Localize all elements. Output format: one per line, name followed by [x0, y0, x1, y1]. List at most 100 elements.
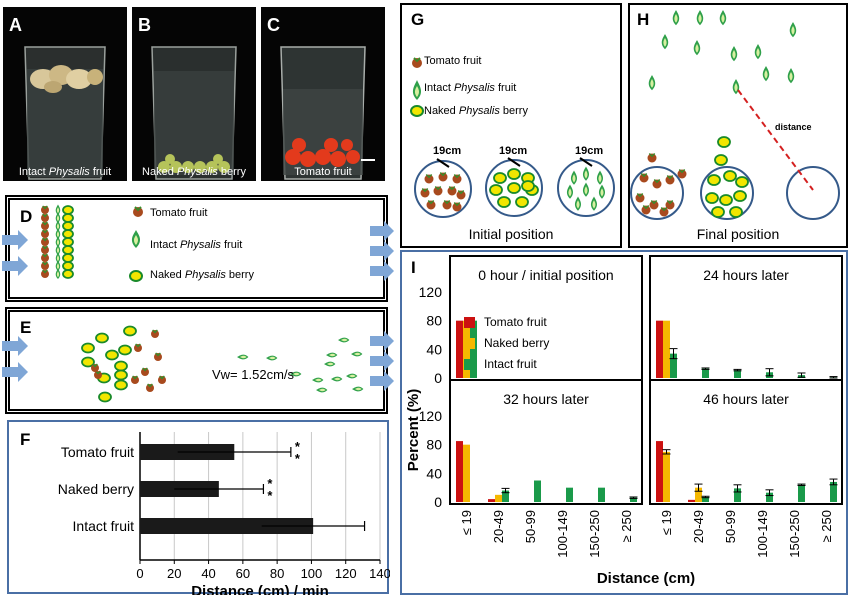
bar — [495, 494, 502, 502]
panel-h-caption: Final position — [696, 226, 780, 242]
naked-berry-icon — [118, 344, 132, 356]
panel-h-illustration — [630, 10, 840, 220]
bar — [456, 441, 463, 502]
caption-c: Tomato fruit — [294, 166, 352, 178]
bar — [656, 320, 663, 378]
tomato-icon — [41, 261, 49, 270]
naked-berry-icon — [521, 180, 535, 192]
panel-g-frame — [400, 3, 622, 248]
scale-bar — [436, 158, 450, 168]
bar — [488, 499, 495, 502]
subplot-title: 32 hours later — [503, 391, 589, 407]
category-label: Intact fruit — [73, 518, 135, 534]
x-tick-label: 50-99 — [523, 510, 538, 543]
subplot-frame — [649, 379, 843, 505]
panel-d-legend-intact: Intact Physalis fruit — [150, 239, 243, 251]
bar — [688, 499, 695, 502]
tomato-icon — [649, 199, 659, 210]
flow-arrows-left — [2, 230, 28, 276]
intact-fruit-icon — [55, 212, 61, 223]
scale-label-3: 19cm — [575, 145, 604, 157]
intact-fruit-icon — [55, 252, 61, 263]
tomato-icon — [41, 253, 49, 262]
tomato-icon — [154, 352, 162, 361]
intact-fruit-icon — [55, 228, 61, 239]
panel-d-illustration — [2, 204, 394, 282]
intact-fruit-icon — [789, 22, 797, 38]
initial-position-circle — [485, 159, 543, 217]
legend-label: Intact fruit — [484, 357, 537, 371]
tomato-icon — [41, 269, 49, 278]
tomato-icon — [91, 363, 99, 372]
naked-berry-icon — [489, 184, 503, 196]
panel-letter-g: G — [411, 10, 425, 29]
tomato-icon — [677, 168, 687, 179]
bar — [534, 480, 541, 502]
significance-mark: * — [267, 488, 273, 503]
x-tick-label: 100-149 — [555, 510, 570, 558]
bar — [598, 487, 605, 502]
intact-fruit-icon — [566, 184, 574, 199]
intact-fruit-icon — [590, 196, 598, 211]
tomato-icon — [456, 189, 466, 200]
naked-berry-icon — [62, 237, 74, 247]
panel-h-frame — [628, 3, 848, 248]
water-velocity-label: Vw= 1.52cm/s — [212, 367, 295, 382]
bar — [463, 320, 470, 378]
naked-berry-icon — [62, 221, 74, 231]
intact-fruit-icon — [345, 373, 358, 379]
x-tick-label: 20 — [167, 566, 181, 581]
scale-label-1: 19cm — [433, 145, 462, 157]
bar — [766, 492, 773, 502]
bar — [456, 320, 463, 378]
distance-line — [737, 89, 814, 191]
panel-letter-i: I — [411, 258, 416, 277]
intact-fruit-icon — [315, 387, 328, 393]
intact-fruit-icon — [696, 10, 704, 26]
panel-d-legend-naked: Naked Physalis berry — [150, 269, 254, 281]
tomato-icon — [433, 185, 443, 196]
intact-fruit-icon — [730, 46, 738, 62]
final-circle-berry — [700, 166, 754, 220]
chart-i-percent: 0 hour / initial position 0 40 80 120 Tomato … — [405, 255, 843, 587]
flow-arrows-right — [370, 221, 394, 281]
intact-fruit-icon — [337, 337, 350, 343]
naked-berry-icon — [723, 170, 737, 182]
tomato-icon — [41, 245, 49, 254]
panel-letter-c: C — [267, 15, 280, 35]
bar — [663, 320, 670, 378]
distance-label: distance — [775, 122, 812, 132]
intact-fruit-icon — [582, 166, 590, 181]
panel-letter-h: H — [637, 10, 650, 29]
y-tick-label: 0 — [434, 370, 442, 386]
panel-letter-b: B — [138, 15, 151, 35]
naked-berry-icon — [95, 332, 109, 344]
naked-berry-icon — [705, 192, 719, 204]
subplot-frame — [449, 379, 643, 505]
panel-letter-a: A — [9, 15, 22, 35]
tomato-icon — [131, 375, 139, 384]
x-tick-label: 20-49 — [491, 510, 506, 543]
x-tick-label: ≤ 19 — [459, 510, 474, 535]
y-tick-label: 0 — [434, 494, 442, 510]
naked-berry-icon — [62, 213, 74, 223]
scale-label-2: 19cm — [499, 145, 528, 157]
tomato-icon — [41, 237, 49, 246]
y-axis-title: Percent (%) — [405, 389, 422, 472]
y-tick-label: 120 — [419, 284, 443, 300]
x-tick-label: 120 — [335, 566, 357, 581]
bar — [734, 488, 741, 502]
naked-berry-icon — [711, 206, 725, 218]
tomato-icon — [639, 172, 649, 183]
initial-position-circle — [414, 160, 472, 218]
panel-g-caption: Initial position — [468, 226, 554, 242]
x-tick-label: 100-149 — [755, 510, 770, 558]
panel-e-illustration — [2, 325, 394, 403]
naked-berry-icon — [62, 245, 74, 255]
intact-fruit-icon — [55, 244, 61, 255]
x-tick-label: 150-250 — [787, 510, 802, 558]
x-tick-label: 60 — [236, 566, 250, 581]
initial-position-circle — [557, 159, 615, 217]
x-tick-label: 40 — [201, 566, 215, 581]
beaker-b-illustration — [151, 46, 237, 180]
